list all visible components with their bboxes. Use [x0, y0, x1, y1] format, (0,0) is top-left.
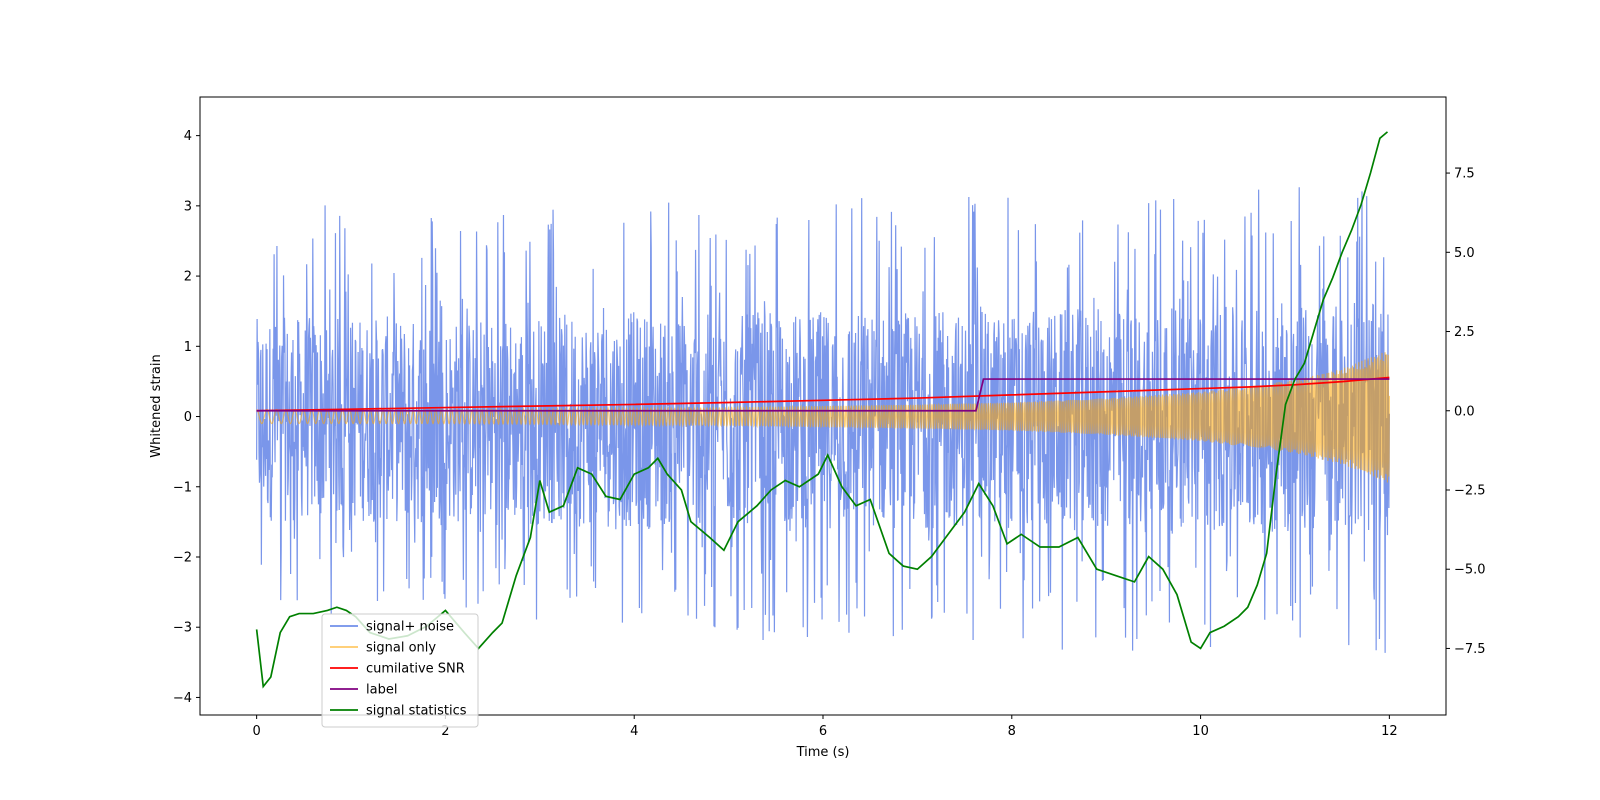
x-tick-label: 2 — [441, 724, 449, 739]
series-signal-only — [256, 352, 1390, 483]
y-axis-left: −4 −3 −2 −1 0 1 2 3 4 — [173, 129, 200, 706]
y2-tick-label: 5.0 — [1454, 246, 1475, 261]
legend-label-signal-statistics: signal statistics — [366, 704, 467, 719]
y2-tick-label: 0.0 — [1454, 404, 1475, 419]
y-tick-label: −1 — [173, 480, 192, 495]
series-layer — [255, 131, 1390, 689]
x-tick-label: 6 — [819, 724, 827, 739]
legend-label-cumilative-snr: cumilative SNR — [366, 662, 465, 677]
legend-frame — [321, 613, 479, 728]
legend-label-signal-noise: signal+ noise — [366, 620, 454, 635]
y2-tick-label: −5.0 — [1454, 563, 1486, 578]
y-tick-label: −4 — [173, 691, 192, 706]
series-cumilative-snr — [256, 376, 1390, 412]
legend-label-label: label — [366, 683, 397, 698]
y-tick-label: 3 — [184, 199, 192, 214]
y-tick-label: 1 — [184, 340, 192, 355]
x-tick-label: 0 — [252, 724, 260, 739]
x-axis-label: Time (s) — [796, 745, 850, 760]
y-axis-label: Whitened strain — [149, 354, 164, 457]
y-tick-label: 4 — [184, 129, 192, 144]
y2-tick-label: 2.5 — [1454, 325, 1475, 340]
series-signal-noise — [256, 187, 1390, 653]
x-axis: 0 2 4 6 8 10 12 — [252, 715, 1398, 739]
y-tick-label: −2 — [173, 550, 192, 565]
x-tick-label: 4 — [630, 724, 638, 739]
legend-label-signal-only: signal only — [366, 641, 436, 656]
legend: signal+ noise signal only cumilative SNR la… — [321, 613, 479, 728]
y2-tick-label: −7.5 — [1454, 642, 1486, 657]
y-tick-label: −3 — [173, 621, 192, 636]
y2-tick-label: −2.5 — [1454, 483, 1486, 498]
x-tick-label: 8 — [1008, 724, 1016, 739]
series-label — [256, 378, 1390, 412]
y2-tick-label: 7.5 — [1454, 167, 1475, 182]
y-tick-label: 0 — [184, 410, 192, 425]
x-tick-label: 10 — [1192, 724, 1209, 739]
x-tick-label: 12 — [1381, 724, 1398, 739]
y-axis-right: −7.5 −5.0 −2.5 0.0 2.5 5.0 7.5 — [1446, 167, 1486, 657]
y-tick-label: 2 — [184, 270, 192, 285]
